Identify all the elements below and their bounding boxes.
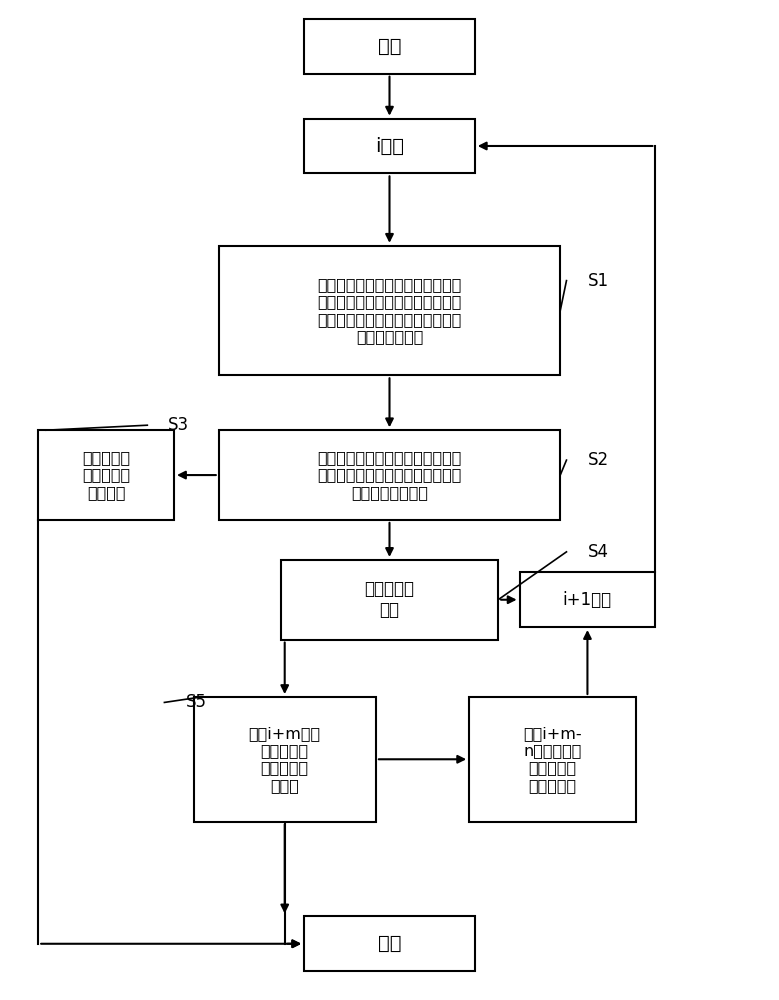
FancyBboxPatch shape <box>469 697 636 822</box>
FancyBboxPatch shape <box>280 560 499 640</box>
Text: 若判断结果
为否，输出
记录信号: 若判断结果 为否，输出 记录信号 <box>82 450 130 500</box>
Text: S3: S3 <box>168 416 189 434</box>
FancyBboxPatch shape <box>304 119 475 173</box>
Text: i时刻: i时刻 <box>375 136 404 155</box>
Text: 判断三组输出信号中是否仅存在一
组输出信号中的连续两个采样点变
化量大于预设阈值: 判断三组输出信号中是否仅存在一 组输出信号中的连续两个采样点变 化量大于预设阈值 <box>317 450 462 500</box>
Text: 当第i+m-
n次判断结果
为是时，输
出告警信号: 当第i+m- n次判断结果 为是时，输 出告警信号 <box>523 726 582 793</box>
Text: 分别获取第一分布式光纤压力传感
器、第二分布式光纤压力传感器以
及第三分布式光纤压力传感器的各
自一组输出信号: 分别获取第一分布式光纤压力传感 器、第二分布式光纤压力传感器以 及第三分布式光纤… <box>317 277 462 344</box>
Text: i+1时刻: i+1时刻 <box>563 591 612 609</box>
FancyBboxPatch shape <box>38 430 174 520</box>
Text: S1: S1 <box>587 272 608 290</box>
FancyBboxPatch shape <box>219 246 560 375</box>
Text: S2: S2 <box>587 451 608 469</box>
Text: S4: S4 <box>587 543 608 561</box>
FancyBboxPatch shape <box>193 697 376 822</box>
FancyBboxPatch shape <box>304 916 475 971</box>
FancyBboxPatch shape <box>304 19 475 74</box>
Text: 若判断结果
为是: 若判断结果 为是 <box>365 580 414 619</box>
Text: 结束: 结束 <box>378 934 401 953</box>
Text: S5: S5 <box>186 693 207 711</box>
Text: 开始: 开始 <box>378 37 401 56</box>
FancyBboxPatch shape <box>520 572 655 627</box>
Text: 当第i+m次判
断结果为是
时，输出跳
闸信号: 当第i+m次判 断结果为是 时，输出跳 闸信号 <box>249 726 321 793</box>
FancyBboxPatch shape <box>219 430 560 520</box>
